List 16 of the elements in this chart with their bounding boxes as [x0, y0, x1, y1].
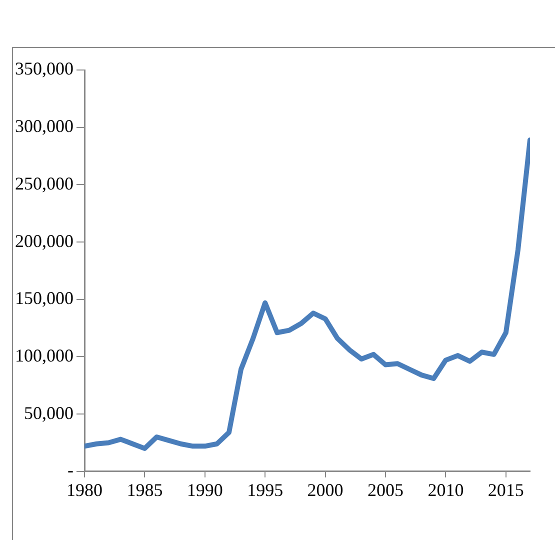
y-tick-label: 50,000 [24, 402, 74, 423]
y-tick-label: 100,000 [15, 345, 74, 366]
x-tick-label: 1995 [247, 480, 284, 500]
x-tick-label: 1985 [126, 480, 163, 500]
x-tick-label: 2015 [488, 480, 524, 500]
x-tick-label: 1980 [66, 480, 102, 500]
y-tick-label: 200,000 [15, 230, 74, 251]
y-tick-label: 300,000 [15, 116, 74, 136]
y-tick-label: - [68, 460, 74, 480]
y-tick-label: 350,000 [15, 58, 74, 79]
x-tick-label: 2005 [368, 480, 404, 500]
x-tick-label: 1990 [186, 480, 223, 500]
y-tick-label: 250,000 [15, 173, 74, 194]
x-tick-label: 2000 [307, 480, 344, 500]
y-tick-label: 150,000 [15, 288, 74, 308]
x-tick-label: 2010 [428, 480, 464, 500]
